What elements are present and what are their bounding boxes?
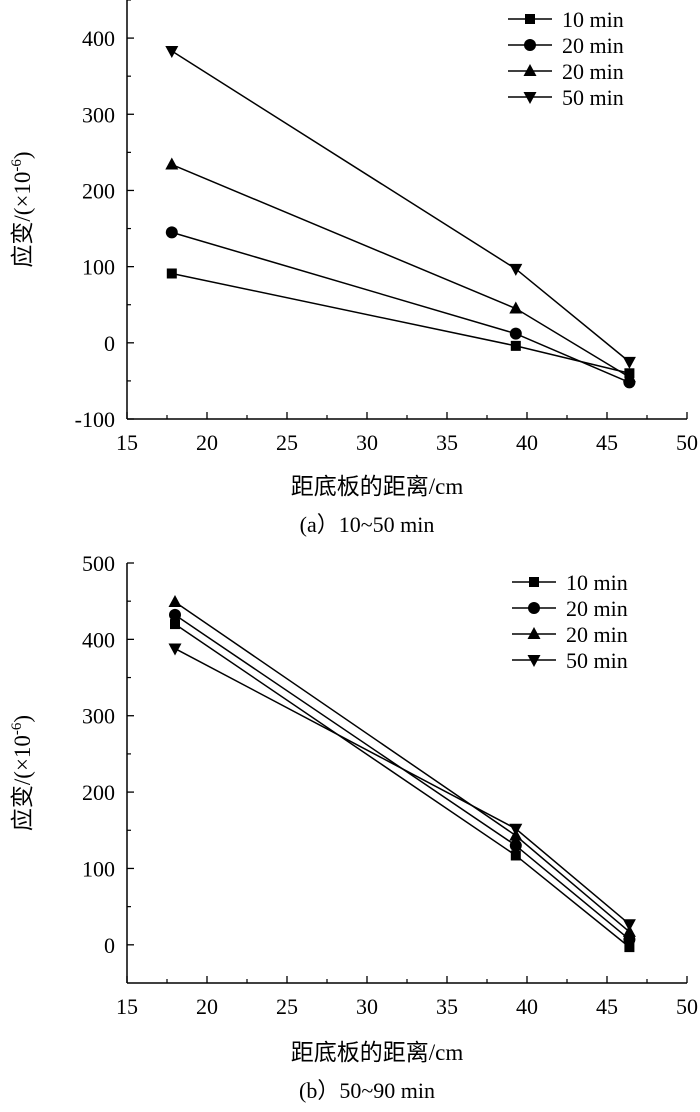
data-point [165, 157, 179, 170]
x-tick-label: 45 [596, 430, 618, 455]
x-tick-label: 50 [676, 430, 698, 455]
y-tick-label: 200 [82, 780, 115, 805]
legend-marker [528, 602, 540, 614]
data-point [168, 594, 182, 607]
x-tick-label: 25 [276, 994, 298, 1019]
y-axis-title: 应变/(×10-6) [9, 151, 35, 267]
legend-marker [529, 577, 539, 587]
data-point [622, 919, 636, 932]
legend-marker [527, 655, 541, 667]
series-line [171, 272, 630, 375]
x-tick-label: 30 [356, 994, 378, 1019]
x-tick-label: 15 [116, 994, 138, 1019]
series-line [174, 614, 630, 941]
legend-label: 20 min [562, 33, 624, 58]
legend-label: 10 min [566, 570, 628, 595]
y-tick-label: 0 [104, 933, 115, 958]
y-axis-title-close: ) [10, 151, 35, 159]
y-tick-label: 400 [82, 627, 115, 652]
y-tick-label: 100 [82, 856, 115, 881]
data-point [510, 850, 521, 861]
series-line [171, 231, 630, 384]
y-tick-label: 300 [82, 102, 115, 127]
legend-marker [524, 39, 536, 51]
x-tick-label: 35 [436, 994, 458, 1019]
data-point [166, 268, 177, 279]
data-point [622, 356, 636, 369]
data-point [170, 619, 180, 630]
legend-marker [523, 92, 537, 104]
chart-caption: (a）10~50 min [300, 512, 435, 537]
data-point [168, 643, 182, 656]
legend-label: 20 min [566, 622, 628, 647]
x-tick-label: 40 [516, 430, 538, 455]
y-tick-label: 400 [82, 26, 115, 51]
chart-b: 15 20 25 30 35 40 45 500100200300400500距底板的距离/c… [9, 551, 698, 1103]
legend-label: 20 min [562, 59, 624, 84]
legend-marker [525, 14, 535, 24]
data-point [165, 46, 179, 59]
y-tick-label: 300 [82, 704, 115, 729]
y-axis-title-exponent: -6 [9, 722, 25, 735]
y-tick-label: 100 [82, 255, 115, 280]
chart-caption: (b）50~90 min [299, 1078, 435, 1103]
data-point [509, 263, 523, 276]
data-point [509, 301, 523, 314]
x-tick-label: 25 [276, 430, 298, 455]
x-tick-label: 50 [676, 994, 698, 1019]
data-point [169, 608, 181, 621]
y-tick-label: 200 [82, 178, 115, 203]
y-tick-label: 500 [82, 551, 115, 576]
y-axis-title-exponent: -6 [9, 159, 25, 172]
x-tick-label: 30 [356, 430, 378, 455]
series-line [174, 623, 630, 948]
x-tick-label: 15 [116, 430, 138, 455]
data-point [509, 327, 522, 340]
legend-marker [523, 64, 537, 76]
data-point [624, 942, 635, 953]
legend-label: 50 min [562, 85, 624, 110]
x-tick-label: 35 [436, 430, 458, 455]
y-tick-label: 0 [104, 331, 115, 356]
y-tick-label: -100 [75, 407, 115, 432]
legend-label: 50 min [566, 648, 628, 673]
legend-label: 10 min [562, 7, 624, 32]
y-axis-title-close: ) [10, 715, 35, 723]
x-tick-label: 40 [516, 994, 538, 1019]
legend-marker [527, 627, 541, 639]
series-line [171, 50, 630, 363]
legend-label: 20 min [566, 596, 628, 621]
data-point [509, 823, 523, 836]
chart-a: 15 20 25 30 35 40 45 50 -100 0 100 200 300 400 距底板的距离/… [9, 0, 698, 537]
data-point [165, 226, 178, 239]
y-axis-title-main: 应变/(×10 [10, 172, 35, 268]
data-point [510, 340, 521, 351]
x-tick-label: 20 [196, 430, 218, 455]
x-tick-label: 45 [596, 994, 618, 1019]
x-tick-label: 20 [196, 994, 218, 1019]
x-axis-title: 距底板的距离/cm [291, 1040, 464, 1065]
y-axis-title: 应变/(×10-6) [9, 715, 35, 831]
x-axis-title: 距底板的距离/cm [291, 474, 464, 499]
data-point [509, 839, 522, 852]
y-axis-title-main: 应变/(×10 [10, 735, 35, 831]
data-point [622, 370, 636, 383]
